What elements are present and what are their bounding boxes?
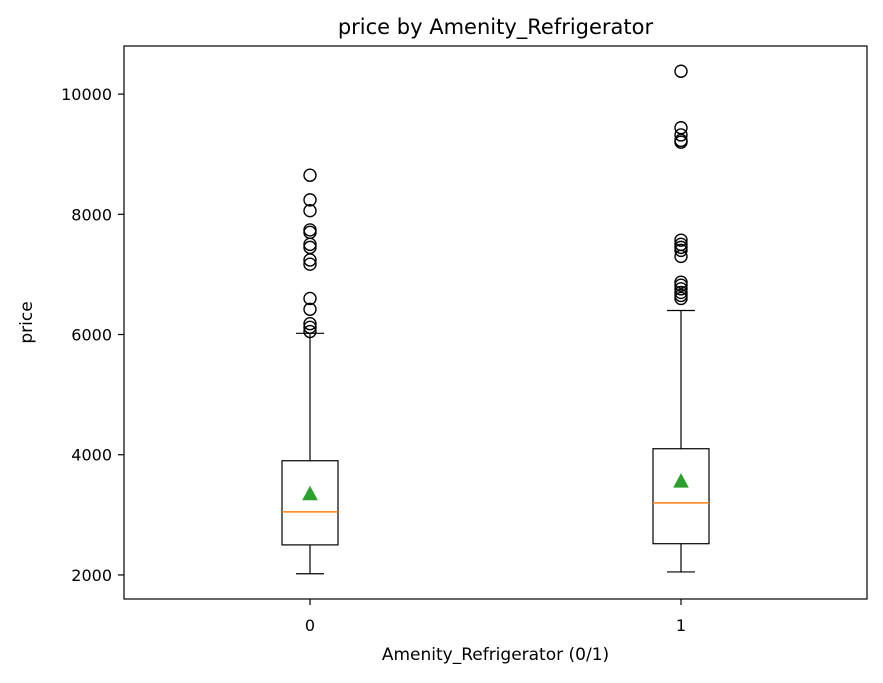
- y-axis-label: price: [17, 301, 37, 343]
- outlier-point: [674, 243, 688, 258]
- y-tick-label: 6000: [71, 326, 112, 345]
- outlier-point: [674, 278, 688, 292]
- chart-title: price by Amenity_Refrigerator: [338, 15, 654, 40]
- mean-marker: [673, 473, 689, 488]
- outlier-point: [303, 291, 317, 306]
- iqr-box: [281, 460, 339, 546]
- box-series: [281, 64, 710, 575]
- outlier-point: [674, 275, 688, 289]
- box-1: [652, 64, 710, 573]
- x-tick-label: 1: [676, 616, 686, 635]
- outlier-point: [674, 128, 688, 142]
- outlier-point: [303, 320, 317, 335]
- iqr-box: [652, 448, 710, 545]
- outlier-point: [674, 288, 688, 303]
- outlier-point: [674, 291, 688, 306]
- y-tick-label: 4000: [71, 446, 112, 465]
- outlier-point: [303, 203, 317, 218]
- outlier-point: [303, 240, 317, 255]
- outlier-point: [674, 240, 688, 255]
- plot-area: [123, 45, 868, 600]
- y-tick-label: 2000: [71, 566, 112, 585]
- outlier-point: [674, 282, 688, 296]
- x-axis-label: Amenity_Refrigerator (0/1): [382, 645, 609, 665]
- x-tick-label: 0: [305, 616, 315, 635]
- outlier-point: [303, 223, 317, 237]
- outlier-point: [303, 317, 317, 331]
- outlier-point: [303, 324, 317, 339]
- outlier-point: [303, 168, 317, 182]
- outlier-point: [674, 121, 688, 135]
- outlier-point: [674, 64, 688, 78]
- box-0: [281, 168, 339, 575]
- mean-marker: [302, 485, 318, 501]
- outlier-point: [303, 257, 317, 271]
- y-tick-label: 8000: [71, 205, 112, 224]
- outlier-point: [303, 302, 317, 316]
- outlier-point: [674, 237, 688, 252]
- outlier-point: [303, 193, 317, 207]
- y-tick-label: 10000: [61, 85, 112, 104]
- outlier-point: [674, 285, 688, 300]
- outlier-point: [674, 233, 688, 247]
- y-axis: 2000 4000 6000 8000 10000: [61, 85, 124, 585]
